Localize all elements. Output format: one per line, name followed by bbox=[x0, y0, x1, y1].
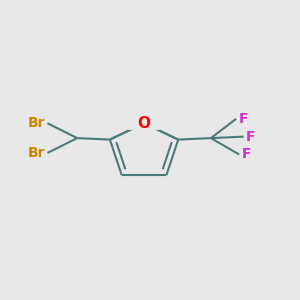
Text: F: F bbox=[242, 148, 251, 161]
Text: Br: Br bbox=[28, 146, 45, 160]
Text: F: F bbox=[246, 130, 256, 144]
Text: O: O bbox=[138, 116, 151, 131]
Text: Br: Br bbox=[28, 116, 45, 130]
Text: F: F bbox=[238, 112, 248, 126]
